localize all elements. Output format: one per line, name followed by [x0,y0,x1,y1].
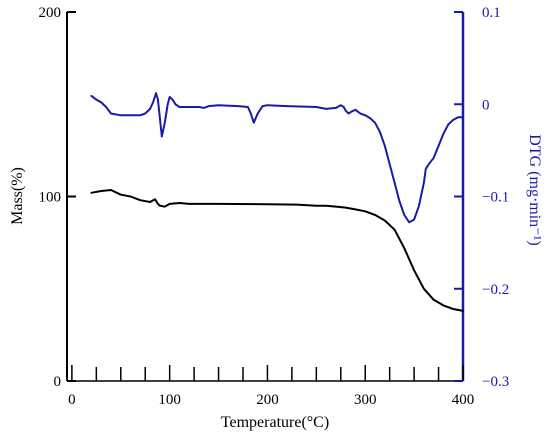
dtg-series-line [90,92,464,224]
left-y-axis: 0 100 200 [39,5,76,390]
left-y-tick-label: 100 [39,190,62,206]
left-y-tick-label: 200 [39,5,62,21]
x-tick-label: 100 [158,392,181,408]
x-axis: 0 100 200 300 400 [68,365,474,408]
series-layer [90,92,464,312]
right-y-tick-label: −0.1 [482,190,509,206]
right-y-tick-label: −0.3 [482,374,509,390]
x-tick-label: 200 [256,392,279,408]
right-y-tick-label: 0.1 [482,5,501,21]
mass-series-line [90,189,464,312]
x-tick-label: 0 [68,392,76,408]
left-y-axis-title: Mass(%) [9,167,26,225]
right-y-axis-title: DTG (mg·min⁻¹) [526,134,543,245]
x-axis-title: Temperature(°C) [221,414,329,431]
right-y-tick-label: 0 [482,97,490,113]
right-y-tick-label: −0.2 [482,282,509,298]
x-tick-label: 300 [354,392,377,408]
x-tick-label: 400 [452,392,475,408]
right-y-axis: 0.1 0 −0.1 −0.2 −0.3 [454,5,509,390]
left-y-tick-label: 0 [54,374,62,390]
